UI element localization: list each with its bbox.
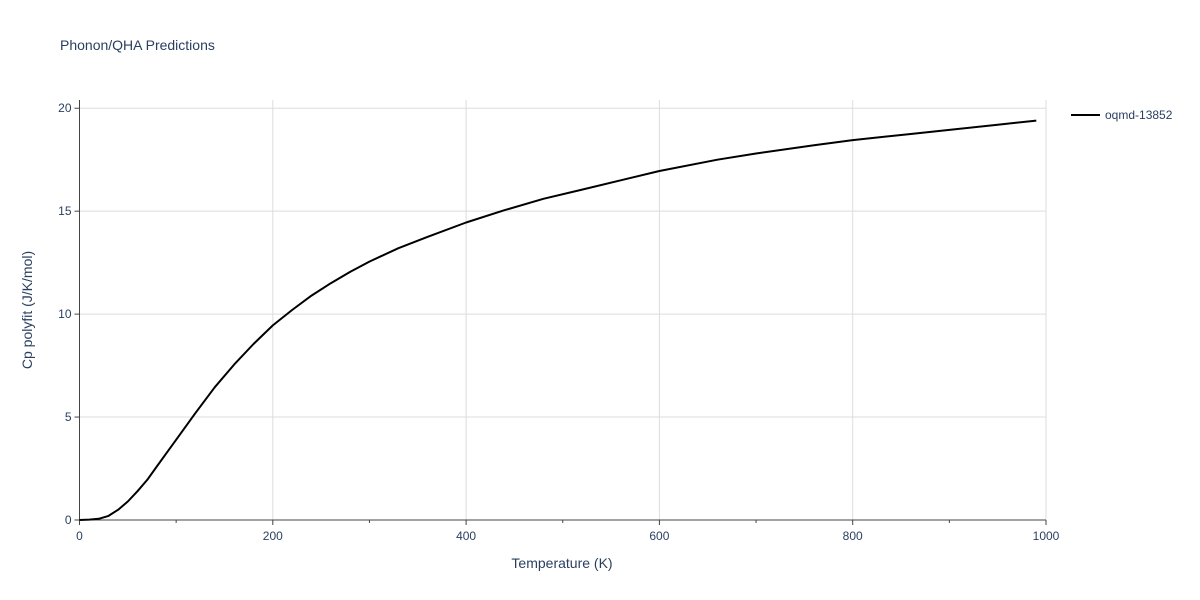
y-tick-label: 20 bbox=[58, 101, 72, 115]
x-tick-label: 1000 bbox=[1033, 529, 1060, 543]
y-axis-title: Cp polyfit (J/K/mol) bbox=[19, 251, 35, 369]
x-tick-label: 200 bbox=[263, 529, 283, 543]
axes bbox=[79, 100, 1046, 521]
legend-label: oqmd-13852 bbox=[1105, 108, 1173, 122]
y-tick-label: 10 bbox=[58, 307, 72, 321]
grid bbox=[79, 100, 1047, 520]
x-axis-title: Temperature (K) bbox=[511, 555, 612, 571]
ticks: 0 200 400 600 800 1000 0 5 10 15 20 bbox=[58, 101, 1060, 543]
y-tick-label: 0 bbox=[65, 513, 72, 527]
x-tick-label: 800 bbox=[843, 529, 863, 543]
y-tick-label: 15 bbox=[58, 204, 72, 218]
series-layer bbox=[79, 119, 1037, 521]
series-line bbox=[79, 119, 1037, 521]
x-tick-label: 600 bbox=[649, 529, 669, 543]
x-tick-label: 400 bbox=[456, 529, 476, 543]
legend[interactable]: oqmd-13852 bbox=[1071, 108, 1173, 122]
y-tick-label: 5 bbox=[65, 410, 72, 424]
chart-title: Phonon/QHA Predictions bbox=[60, 37, 215, 53]
x-tick-label: 0 bbox=[76, 529, 83, 543]
